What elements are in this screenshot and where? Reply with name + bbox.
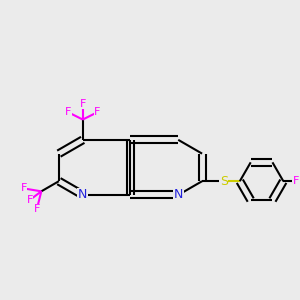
Text: F: F <box>21 183 27 194</box>
Text: N: N <box>78 188 87 202</box>
Text: F: F <box>34 204 40 214</box>
Text: F: F <box>293 176 300 186</box>
Text: N: N <box>173 188 183 202</box>
Text: F: F <box>26 195 33 205</box>
Text: F: F <box>80 99 86 109</box>
Text: F: F <box>94 107 101 117</box>
Text: S: S <box>220 175 228 188</box>
Text: F: F <box>65 107 71 117</box>
